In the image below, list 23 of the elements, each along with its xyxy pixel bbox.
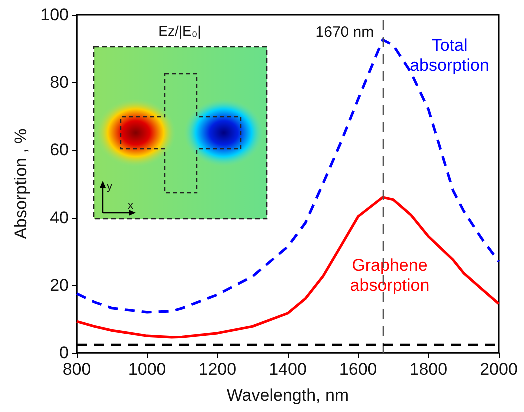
x-tick-label: 1800 bbox=[410, 360, 448, 379]
line-series bbox=[76, 196, 500, 339]
x-tick-label: 800 bbox=[62, 360, 92, 379]
x-tick-label: 1600 bbox=[339, 360, 378, 379]
x-tick-label: 2000 bbox=[480, 360, 518, 379]
y-tick-label: 40 bbox=[50, 208, 69, 228]
y-tick-label: 100 bbox=[40, 6, 69, 24]
y-tick-label: 60 bbox=[50, 140, 69, 160]
x-tick-label: 1400 bbox=[269, 360, 307, 379]
ref-line-label: 1670 nm bbox=[316, 24, 374, 41]
series-label: Total absorption bbox=[410, 36, 490, 76]
y-tick-label: 0 bbox=[60, 344, 69, 362]
annotation: x bbox=[128, 200, 134, 212]
y-tick-label: 20 bbox=[50, 276, 69, 295]
x-axis-title: Wavelength, nm bbox=[226, 386, 350, 405]
annotation: y bbox=[107, 181, 113, 193]
annotation: Ez/|E₀| bbox=[158, 23, 202, 39]
y-tick-label: 80 bbox=[50, 73, 69, 92]
y-axis-title: Absorption , % bbox=[12, 128, 31, 240]
line-series bbox=[76, 38, 500, 314]
x-tick-label: 1000 bbox=[128, 360, 166, 379]
x-tick-label: 1200 bbox=[198, 360, 237, 379]
series-label: Graphene absorption bbox=[350, 256, 430, 295]
